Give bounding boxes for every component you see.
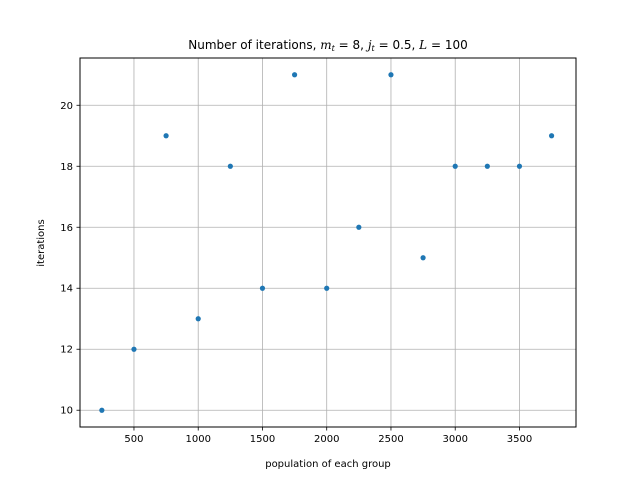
title-L-val: = 100	[427, 38, 468, 52]
y-tick-label: 16	[60, 223, 73, 234]
data-point	[324, 285, 330, 291]
chart-title: Number of iterations, mt = 8, jt = 0.5, …	[188, 38, 467, 53]
data-point	[484, 163, 490, 169]
title-m-sub: t	[332, 44, 336, 53]
data-point	[227, 163, 233, 169]
plot-area-frame	[79, 57, 577, 428]
data-point	[131, 346, 137, 352]
y-tick-label: 12	[60, 345, 73, 356]
y-tick-label: 14	[60, 284, 73, 295]
x-tick-label: 3500	[507, 434, 532, 445]
y-tick-label: 10	[60, 406, 73, 417]
x-tick-label: 3000	[442, 434, 467, 445]
title-j-sub: t	[372, 44, 376, 53]
data-point	[195, 316, 201, 322]
y-tick-label: 20	[60, 101, 73, 112]
title-m-val: = 8,	[335, 38, 368, 52]
data-point	[163, 133, 169, 139]
data-points	[99, 72, 555, 413]
axis-ticks: 500 1000 1500 2000 2500 3000 3500 10 12 14 16 18 20	[60, 101, 532, 445]
grid-lines	[80, 58, 576, 427]
data-point	[452, 163, 458, 169]
y-tick-label: 18	[60, 162, 73, 173]
title-prefix: Number of iterations,	[188, 38, 320, 52]
data-point	[548, 133, 555, 139]
x-tick-label: 500	[124, 434, 143, 445]
title-m-var: m	[320, 38, 331, 52]
data-point	[388, 72, 394, 78]
data-point	[356, 224, 362, 230]
x-tick-label: 2000	[314, 434, 339, 445]
data-point	[259, 285, 266, 291]
title-j-val: = 0.5,	[375, 38, 419, 52]
title-L-var: L	[418, 38, 427, 52]
data-point	[291, 72, 298, 78]
x-axis-label: population of each group	[265, 459, 391, 470]
data-point	[420, 255, 426, 261]
x-tick-label: 2500	[378, 434, 403, 445]
data-point	[516, 163, 523, 169]
y-axis-label: iterations	[36, 219, 47, 266]
x-tick-label: 1000	[185, 434, 210, 445]
data-point	[99, 407, 105, 413]
title-j-var: j	[365, 38, 372, 52]
x-tick-label: 1500	[250, 434, 275, 445]
